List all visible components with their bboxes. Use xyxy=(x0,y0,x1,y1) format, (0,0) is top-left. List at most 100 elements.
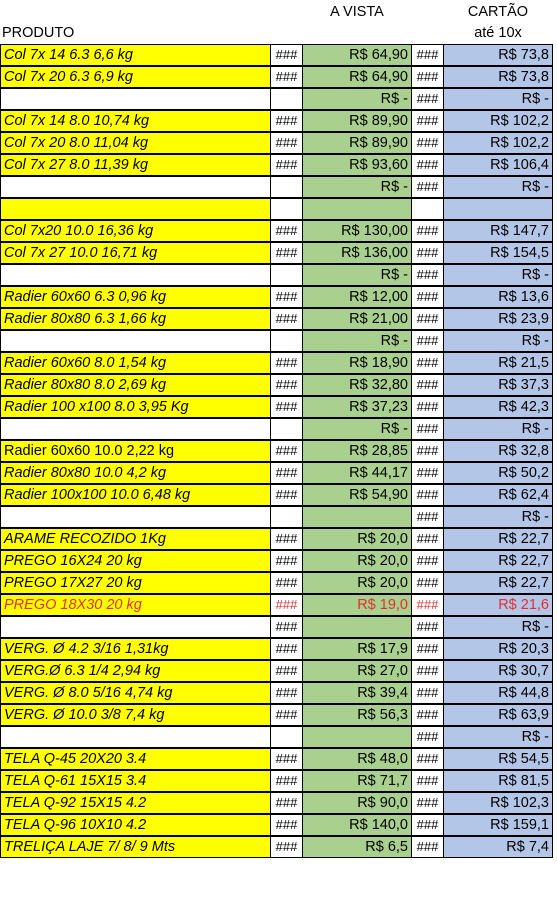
cartao-price-cell[interactable]: R$ 37,3 xyxy=(443,374,553,396)
a-vista-price-cell[interactable]: R$ 54,90 xyxy=(302,484,412,506)
overflow-cell[interactable] xyxy=(270,264,303,286)
product-cell[interactable] xyxy=(0,198,271,220)
product-cell[interactable]: VERG.Ø 6.3 1/4 2,94 kg xyxy=(0,660,271,682)
overflow-cell[interactable]: ### xyxy=(411,308,444,330)
overflow-cell[interactable]: ### xyxy=(270,748,303,770)
product-cell[interactable]: Col 7x 14 8.0 10,74 kg xyxy=(0,110,271,132)
overflow-cell[interactable]: ### xyxy=(411,704,444,726)
a-vista-price-cell[interactable] xyxy=(302,726,412,748)
cartao-price-cell[interactable]: R$ 81,5 xyxy=(443,770,553,792)
a-vista-price-cell[interactable]: R$ - xyxy=(302,88,412,110)
overflow-cell[interactable]: ### xyxy=(411,462,444,484)
overflow-cell[interactable]: ### xyxy=(270,770,303,792)
a-vista-price-cell[interactable] xyxy=(302,198,412,220)
overflow-cell[interactable]: ### xyxy=(270,594,303,616)
product-cell[interactable]: Radier 80x80 6.3 1,66 kg xyxy=(0,308,271,330)
overflow-cell[interactable]: ### xyxy=(270,352,303,374)
cartao-price-cell[interactable]: R$ - xyxy=(443,726,553,748)
overflow-cell[interactable]: ### xyxy=(411,572,444,594)
overflow-cell[interactable]: ### xyxy=(270,836,303,858)
overflow-cell[interactable]: ### xyxy=(270,44,303,66)
product-cell[interactable]: TELA Q-92 15X15 4.2 xyxy=(0,792,271,814)
cartao-price-cell[interactable]: R$ 22,7 xyxy=(443,550,553,572)
overflow-cell[interactable]: ### xyxy=(270,682,303,704)
cartao-price-cell[interactable]: R$ - xyxy=(443,616,553,638)
product-cell[interactable]: Radier 60x60 8.0 1,54 kg xyxy=(0,352,271,374)
a-vista-price-cell[interactable]: R$ 39,4 xyxy=(302,682,412,704)
overflow-cell[interactable]: ### xyxy=(270,396,303,418)
a-vista-price-cell[interactable]: R$ 12,00 xyxy=(302,286,412,308)
product-cell[interactable]: Radier 60x60 6.3 0,96 kg xyxy=(0,286,271,308)
a-vista-price-cell[interactable]: R$ 64,90 xyxy=(302,66,412,88)
product-cell[interactable]: PREGO 17X27 20 kg xyxy=(0,572,271,594)
overflow-cell[interactable]: ### xyxy=(411,88,444,110)
cartao-price-cell[interactable]: R$ 7,4 xyxy=(443,836,553,858)
a-vista-price-cell[interactable]: R$ - xyxy=(302,418,412,440)
overflow-cell[interactable]: ### xyxy=(411,220,444,242)
product-cell[interactable] xyxy=(0,726,271,748)
cartao-price-cell[interactable]: R$ 22,7 xyxy=(443,528,553,550)
cartao-price-cell[interactable] xyxy=(443,198,553,220)
cartao-price-cell[interactable]: R$ - xyxy=(443,176,553,198)
overflow-cell[interactable]: ### xyxy=(411,836,444,858)
overflow-cell[interactable] xyxy=(270,726,303,748)
overflow-cell[interactable]: ### xyxy=(411,330,444,352)
cartao-price-cell[interactable]: R$ 21,5 xyxy=(443,352,553,374)
a-vista-price-cell[interactable]: R$ 28,85 xyxy=(302,440,412,462)
a-vista-price-cell[interactable]: R$ 136,00 xyxy=(302,242,412,264)
a-vista-price-cell[interactable] xyxy=(302,506,412,528)
a-vista-price-cell[interactable]: R$ 140,0 xyxy=(302,814,412,836)
cartao-price-cell[interactable]: R$ 21,6 xyxy=(443,594,553,616)
a-vista-price-cell[interactable]: R$ 93,60 xyxy=(302,154,412,176)
cartao-price-cell[interactable]: R$ 159,1 xyxy=(443,814,553,836)
cartao-price-cell[interactable]: R$ 106,4 xyxy=(443,154,553,176)
product-cell[interactable]: TELA Q-61 15X15 3.4 xyxy=(0,770,271,792)
a-vista-price-cell[interactable]: R$ 17,9 xyxy=(302,638,412,660)
cartao-price-cell[interactable]: R$ - xyxy=(443,88,553,110)
overflow-cell[interactable]: ### xyxy=(270,132,303,154)
overflow-cell[interactable]: ### xyxy=(411,616,444,638)
overflow-cell[interactable]: ### xyxy=(270,154,303,176)
product-cell[interactable]: Radier 80x80 8.0 2,69 kg xyxy=(0,374,271,396)
a-vista-price-cell[interactable]: R$ 71,7 xyxy=(302,770,412,792)
product-cell[interactable] xyxy=(0,88,271,110)
a-vista-price-cell[interactable]: R$ - xyxy=(302,176,412,198)
overflow-cell[interactable] xyxy=(270,330,303,352)
overflow-cell[interactable]: ### xyxy=(411,418,444,440)
overflow-cell[interactable] xyxy=(270,88,303,110)
overflow-cell[interactable]: ### xyxy=(411,352,444,374)
product-cell[interactable]: ARAME RECOZIDO 1Kg xyxy=(0,528,271,550)
overflow-cell[interactable]: ### xyxy=(411,748,444,770)
overflow-cell[interactable]: ### xyxy=(270,110,303,132)
overflow-cell[interactable]: ### xyxy=(411,682,444,704)
cartao-price-cell[interactable]: R$ 54,5 xyxy=(443,748,553,770)
product-cell[interactable]: Radier 100 x100 8.0 3,95 Kg xyxy=(0,396,271,418)
a-vista-price-cell[interactable]: R$ 56,3 xyxy=(302,704,412,726)
cartao-price-cell[interactable]: R$ 102,2 xyxy=(443,132,553,154)
a-vista-price-cell[interactable]: R$ 130,00 xyxy=(302,220,412,242)
overflow-cell[interactable]: ### xyxy=(411,44,444,66)
overflow-cell[interactable]: ### xyxy=(411,66,444,88)
overflow-cell[interactable]: ### xyxy=(411,154,444,176)
overflow-cell[interactable]: ### xyxy=(270,66,303,88)
cartao-price-cell[interactable]: R$ 154,5 xyxy=(443,242,553,264)
overflow-cell[interactable]: ### xyxy=(411,440,444,462)
cartao-price-cell[interactable]: R$ - xyxy=(443,506,553,528)
cartao-price-cell[interactable]: R$ 62,4 xyxy=(443,484,553,506)
a-vista-price-cell[interactable]: R$ 89,90 xyxy=(302,110,412,132)
product-cell[interactable]: Radier 60x60 10.0 2,22 kg xyxy=(0,440,271,462)
a-vista-price-cell[interactable]: R$ 37,23 xyxy=(302,396,412,418)
overflow-cell[interactable]: ### xyxy=(411,396,444,418)
a-vista-price-cell[interactable]: R$ 20,0 xyxy=(302,528,412,550)
overflow-cell[interactable]: ### xyxy=(411,792,444,814)
a-vista-price-cell[interactable]: R$ 19,0 xyxy=(302,594,412,616)
product-cell[interactable]: VERG. Ø 8.0 5/16 4,74 kg xyxy=(0,682,271,704)
product-cell[interactable]: Col 7x 27 8.0 11,39 kg xyxy=(0,154,271,176)
overflow-cell[interactable]: ### xyxy=(270,550,303,572)
product-cell[interactable]: Col 7x 14 6.3 6,6 kg xyxy=(0,44,271,66)
a-vista-price-cell[interactable]: R$ 89,90 xyxy=(302,132,412,154)
cartao-price-cell[interactable]: R$ - xyxy=(443,330,553,352)
product-cell[interactable] xyxy=(0,616,271,638)
overflow-cell[interactable]: ### xyxy=(411,506,444,528)
product-cell[interactable]: VERG. Ø 4.2 3/16 1,31kg xyxy=(0,638,271,660)
